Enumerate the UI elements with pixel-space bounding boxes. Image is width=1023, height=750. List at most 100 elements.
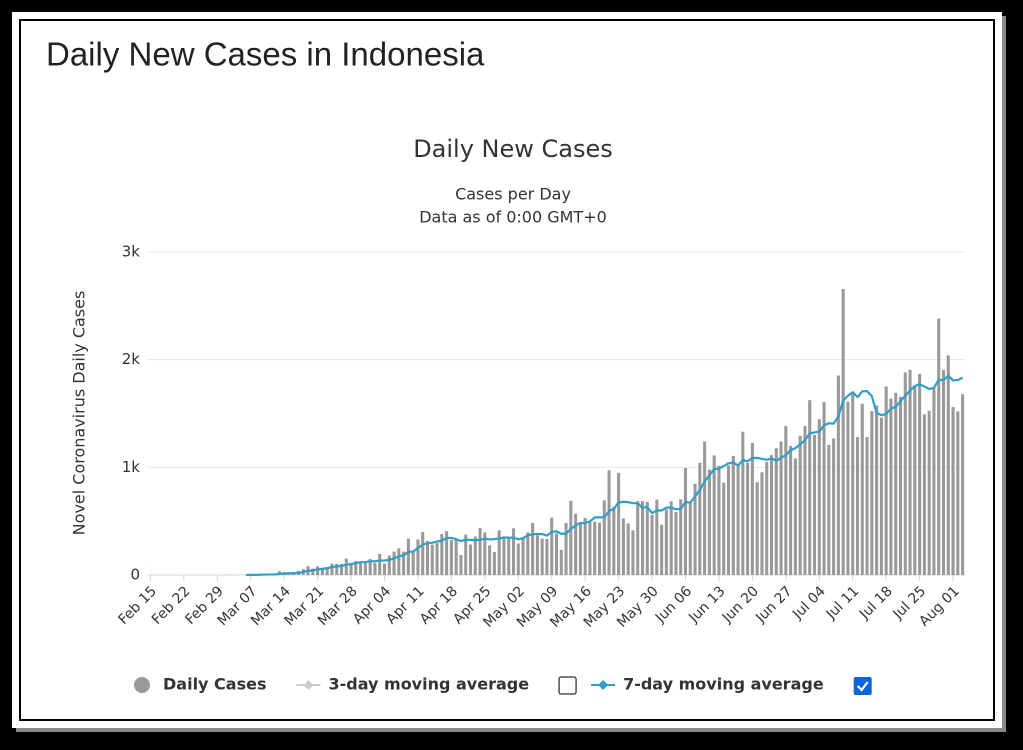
bar (588, 522, 592, 575)
bar (779, 441, 783, 575)
bar (387, 555, 391, 575)
legend-checkbox[interactable] (558, 676, 577, 695)
legend: Daily Cases 3-day moving average 7-day mov… (134, 675, 872, 695)
bar (951, 407, 955, 575)
legend-item[interactable]: 7-day moving average (591, 675, 824, 694)
legend-label: 3-day moving average (328, 675, 529, 694)
bar (884, 386, 888, 575)
moving-average-line (245, 374, 964, 576)
checkbox-check (856, 681, 869, 692)
bar (344, 558, 348, 575)
bar (382, 563, 387, 575)
bar (488, 545, 492, 575)
bar (660, 524, 664, 575)
bar (473, 536, 477, 575)
bar (464, 534, 468, 575)
bar (655, 499, 659, 575)
legend-marker (598, 680, 609, 690)
bar (683, 468, 688, 575)
legend-checkbox[interactable] (853, 677, 872, 695)
content-box (19, 19, 995, 721)
bar (440, 534, 444, 575)
bar (363, 562, 367, 575)
bar (650, 515, 654, 575)
bar (564, 522, 568, 575)
bar (707, 469, 711, 575)
bar (640, 501, 645, 575)
bar (688, 502, 692, 575)
bar (736, 463, 740, 575)
bar (855, 436, 860, 575)
bar (698, 462, 702, 575)
bar (941, 370, 946, 575)
bar (554, 533, 559, 575)
bar (425, 540, 430, 575)
bar (392, 551, 396, 575)
bar (583, 518, 587, 575)
legend-item[interactable]: Daily Cases (134, 675, 266, 694)
bar (922, 414, 926, 575)
bar (621, 518, 625, 575)
bar (311, 568, 315, 575)
bar (483, 532, 487, 575)
bar (846, 401, 850, 575)
bar (860, 403, 864, 575)
bar (593, 521, 597, 575)
bar (812, 434, 817, 575)
bar (325, 568, 329, 575)
bar (430, 544, 434, 575)
bar (631, 530, 635, 575)
bar (956, 411, 960, 575)
bar (908, 369, 912, 575)
bar (717, 465, 721, 575)
bar (875, 405, 879, 575)
bar (712, 455, 716, 575)
bar (674, 512, 678, 575)
bar (827, 444, 831, 575)
bar (526, 532, 530, 575)
bar (574, 513, 578, 575)
bar (765, 461, 769, 575)
bar (774, 448, 778, 575)
bar (602, 500, 606, 575)
bar (703, 441, 707, 575)
bar (359, 561, 363, 575)
bar (946, 355, 950, 575)
bar (521, 537, 525, 575)
bar (531, 522, 535, 575)
bar (406, 538, 410, 575)
legend-item[interactable]: 3-day moving average (296, 675, 529, 694)
bar (416, 539, 420, 575)
bar (889, 398, 893, 575)
y-tick-label: 0 (130, 566, 140, 584)
bar (402, 551, 406, 575)
bar (726, 465, 731, 575)
bar (870, 411, 874, 575)
bar (569, 500, 573, 575)
bar (769, 455, 774, 575)
bar (397, 548, 401, 575)
bar (927, 410, 931, 575)
bar (612, 506, 616, 575)
bar (597, 522, 602, 575)
chart-title: Daily New Cases (413, 135, 613, 163)
chart-subtitle: Cases per Day (455, 185, 571, 204)
bar (468, 544, 473, 575)
bar (578, 522, 582, 575)
bar (540, 538, 544, 575)
bar (808, 400, 812, 575)
chart-subtitle: Data as of 0:00 GMT+0 (419, 208, 607, 227)
bar (445, 531, 449, 575)
bar (836, 375, 840, 575)
bar (373, 562, 377, 575)
bar (626, 523, 630, 575)
checkbox-box (853, 677, 872, 695)
bar (316, 566, 320, 575)
bar (669, 501, 673, 575)
bar (693, 483, 697, 575)
bar (784, 425, 788, 575)
bar (492, 551, 496, 575)
bar (755, 482, 759, 575)
legend-symbol (134, 677, 150, 693)
